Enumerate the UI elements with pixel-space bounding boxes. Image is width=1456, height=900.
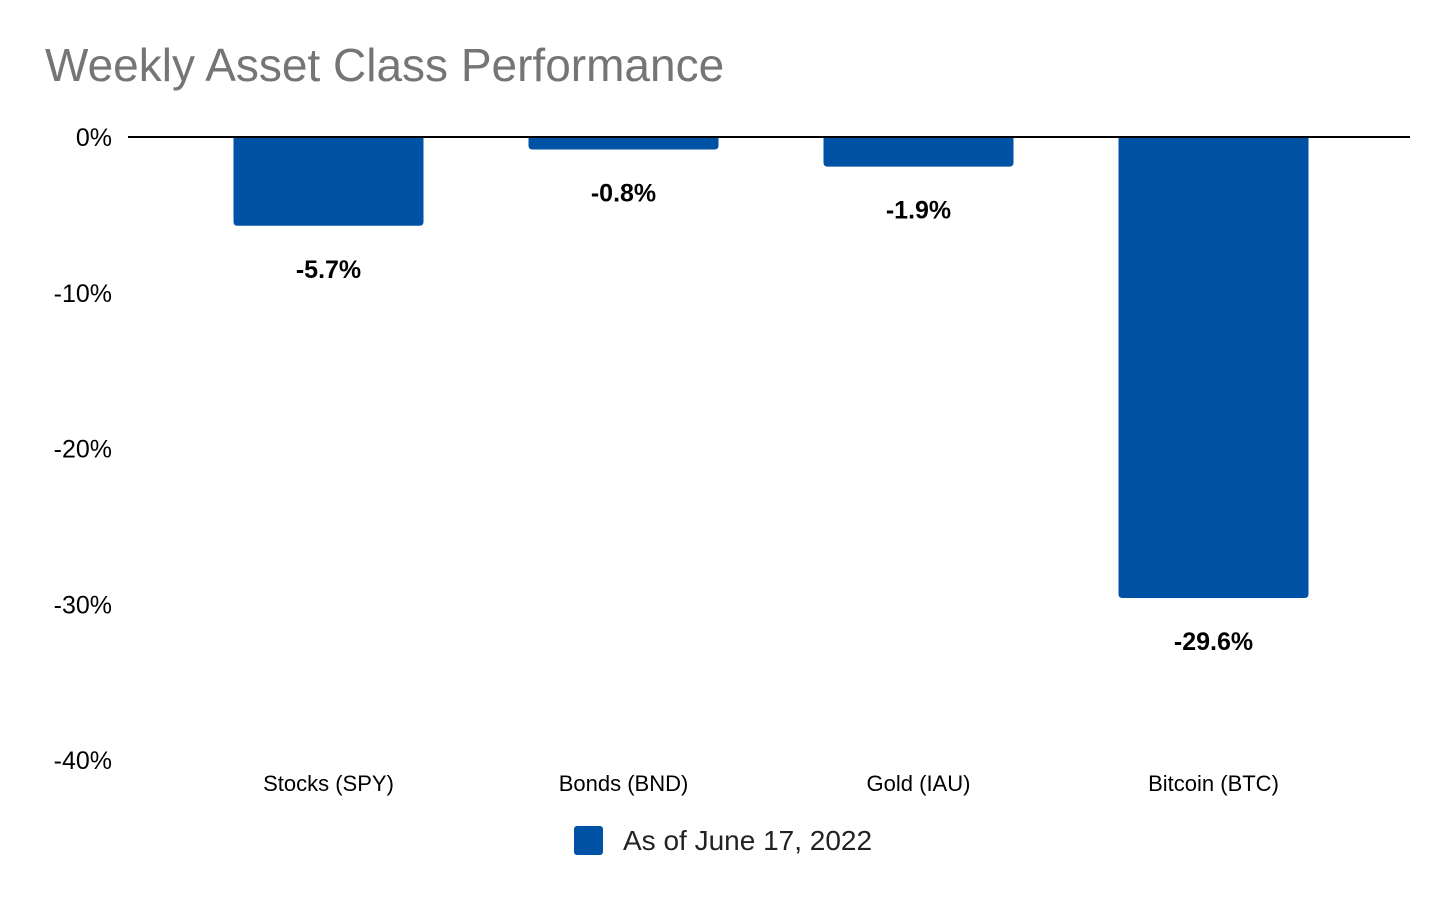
chart-title: Weekly Asset Class Performance — [45, 39, 725, 91]
bar[interactable] — [823, 137, 1014, 167]
y-tick-label: -10% — [54, 280, 112, 308]
data-label: -5.7% — [296, 256, 361, 284]
data-label: -29.6% — [1174, 628, 1253, 656]
bar[interactable] — [233, 137, 424, 226]
x-tick-label: Bitcoin (BTC) — [1148, 771, 1279, 796]
y-tick-label: -40% — [54, 747, 112, 775]
x-tick-label: Stocks (SPY) — [263, 771, 394, 796]
bar[interactable] — [528, 137, 719, 150]
y-tick-label: -20% — [54, 436, 112, 464]
bar[interactable] — [1118, 137, 1309, 599]
y-tick-label: -30% — [54, 591, 112, 619]
data-label: -1.9% — [886, 197, 951, 225]
data-label: -0.8% — [591, 179, 656, 207]
legend-label: As of June 17, 2022 — [623, 825, 872, 856]
x-tick-label: Gold (IAU) — [867, 771, 971, 796]
y-tick-label: 0% — [76, 124, 112, 152]
legend-swatch — [574, 826, 603, 855]
x-tick-label: Bonds (BND) — [559, 771, 689, 796]
